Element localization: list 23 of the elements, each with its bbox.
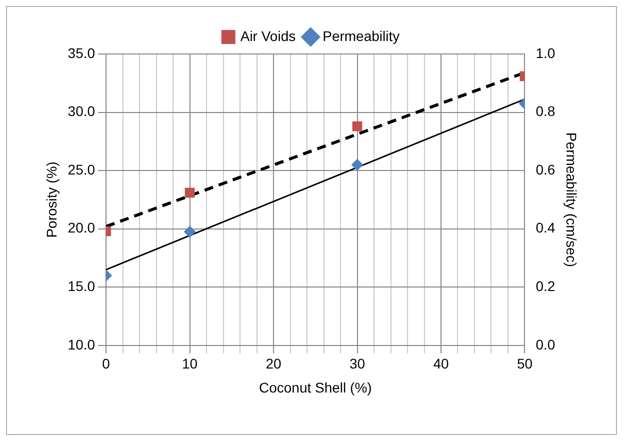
x-tick-label: 20 bbox=[266, 356, 282, 372]
x-tick-label: 0 bbox=[102, 356, 110, 372]
y-tick-label: 30.0 bbox=[68, 103, 96, 120]
y2-axis-title: Permeability (cm/sec) bbox=[564, 132, 580, 267]
y2-tick-label: 0.8 bbox=[536, 103, 556, 120]
x-axis-title: Coconut Shell (%) bbox=[258, 379, 372, 396]
y-tick-label: 35.0 bbox=[68, 44, 96, 61]
y2-tick-label: 0.2 bbox=[536, 278, 556, 294]
x-tick-label: 30 bbox=[349, 356, 366, 372]
legend-label: Permeability bbox=[322, 28, 400, 44]
y2-tick-label: 0.4 bbox=[536, 220, 556, 236]
y-tick-label: 10.0 bbox=[68, 336, 96, 352]
legend-label: Air Voids bbox=[240, 28, 296, 44]
y-tick-label: 15.0 bbox=[68, 278, 96, 294]
y2-tick-label: 0.0 bbox=[536, 336, 556, 352]
x-tick-label: 10 bbox=[182, 356, 198, 372]
y2-tick-label: 1.0 bbox=[536, 44, 556, 61]
y-axis-title: Porosity (%) bbox=[43, 162, 60, 238]
y-tick-label: 25.0 bbox=[68, 161, 96, 178]
x-tick-label: 50 bbox=[516, 356, 533, 372]
y2-tick-label: 0.6 bbox=[536, 161, 556, 178]
x-tick-label: 40 bbox=[433, 356, 449, 372]
y-tick-label: 20.0 bbox=[68, 220, 96, 236]
